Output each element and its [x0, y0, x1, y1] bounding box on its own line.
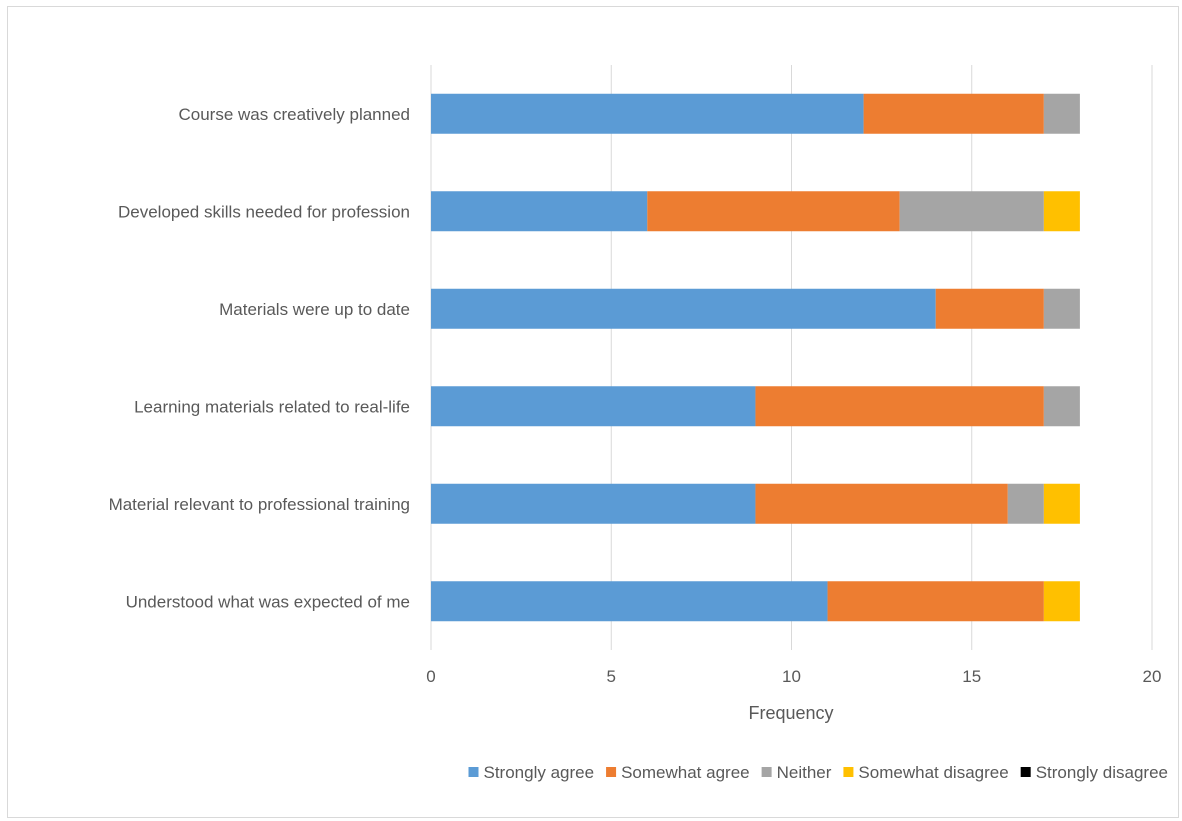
category-label: Developed skills needed for profession: [118, 202, 410, 221]
x-axis-title: Frequency: [748, 703, 833, 723]
bar-segment: [900, 191, 1044, 231]
x-tick-labels: 0 5 10 15 20: [426, 667, 1161, 686]
x-tick-label: 5: [607, 667, 616, 686]
bar-segment: [431, 386, 755, 426]
legend-swatch: [606, 767, 616, 777]
bar-segment: [1044, 386, 1080, 426]
bar-segment: [431, 191, 647, 231]
legend-swatch: [469, 767, 479, 777]
bar-segment: [1008, 484, 1044, 524]
gridlines: [431, 65, 1152, 650]
x-tick-label: 10: [782, 667, 801, 686]
legend-label: Strongly agree: [484, 763, 595, 782]
bar-segment: [431, 289, 936, 329]
bar-segment: [431, 484, 755, 524]
category-label: Understood what was expected of me: [126, 592, 410, 611]
legend-swatch: [843, 767, 853, 777]
bar-segment: [755, 386, 1043, 426]
x-tick-label: 0: [426, 667, 435, 686]
legend-swatch: [1021, 767, 1031, 777]
bar-segment: [864, 94, 1044, 134]
x-tick-label: 20: [1143, 667, 1162, 686]
bar-segment: [828, 581, 1044, 621]
category-labels: Course was creatively planned Developed s…: [109, 105, 410, 612]
legend-label: Somewhat agree: [621, 763, 750, 782]
legend-label: Neither: [777, 763, 832, 782]
category-label: Learning materials related to real-life: [134, 397, 410, 416]
bar-segment: [1044, 94, 1080, 134]
bar-segment: [1044, 289, 1080, 329]
bar-segment: [647, 191, 899, 231]
bar-segment: [936, 289, 1044, 329]
bar-segment: [1044, 191, 1080, 231]
bars: [431, 94, 1080, 622]
legend: Strongly agree Somewhat agree Neither Somew…: [469, 763, 1169, 782]
category-label: Material relevant to professional traini…: [109, 495, 410, 514]
category-label: Course was creatively planned: [178, 105, 410, 124]
legend-swatch: [762, 767, 772, 777]
bar-segment: [431, 581, 828, 621]
legend-label: Strongly disagree: [1036, 763, 1168, 782]
bar-segment: [1044, 581, 1080, 621]
bar-segment: [431, 94, 864, 134]
legend-label: Somewhat disagree: [858, 763, 1008, 782]
x-tick-label: 15: [962, 667, 981, 686]
category-label: Materials were up to date: [219, 300, 410, 319]
bar-segment: [755, 484, 1007, 524]
bar-segment: [1044, 484, 1080, 524]
